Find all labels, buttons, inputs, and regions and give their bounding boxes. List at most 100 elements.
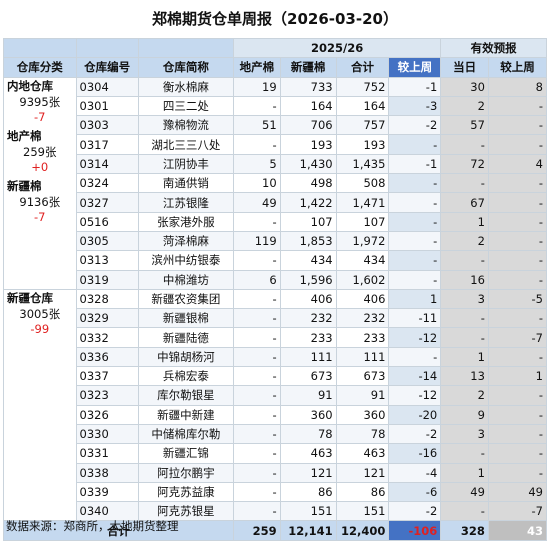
sum: 86 bbox=[335, 481, 390, 503]
warehouse-name: 衡水棉麻 bbox=[137, 76, 235, 97]
sum: 1,972 bbox=[335, 230, 390, 252]
warehouse-name: 中储棉库尔勒 bbox=[137, 423, 235, 445]
sum: 1,435 bbox=[335, 153, 390, 175]
col-header-week: 较上周 bbox=[487, 57, 548, 78]
week-change: -6 bbox=[388, 481, 442, 503]
sum: 111 bbox=[335, 346, 390, 368]
local-cotton: 10 bbox=[233, 173, 281, 194]
table-row: 内地仓库 9395张 -7 地产棉 259张 +0 新疆棉 9136张 -7 0304 衡水棉麻 19… bbox=[3, 76, 548, 290]
local-cotton: - bbox=[233, 443, 281, 464]
warehouse-name: 新疆银棉 bbox=[137, 308, 235, 329]
col-header-today: 当日 bbox=[440, 57, 489, 78]
xinjiang-cotton: 86 bbox=[279, 481, 337, 503]
category-count: 259张 bbox=[23, 144, 57, 159]
local-cotton: 6 bbox=[233, 269, 281, 290]
sum: 1,471 bbox=[335, 192, 390, 213]
local-cotton: 51 bbox=[233, 115, 281, 136]
xinjiang-cotton: 1,596 bbox=[279, 269, 337, 290]
warehouse-code: 0516 bbox=[75, 211, 139, 232]
forecast-week-change: 4 bbox=[487, 153, 548, 175]
sum: 434 bbox=[335, 250, 390, 271]
forecast-today: 1 bbox=[440, 346, 489, 368]
week-change: -20 bbox=[388, 404, 442, 425]
warehouse-name: 中锦胡杨河 bbox=[137, 346, 235, 368]
week-change: -1 bbox=[388, 76, 442, 97]
category-count: 9136张 bbox=[19, 194, 61, 209]
table-row: 0323 库尔勒银星 -91 91 -12 2- bbox=[4, 385, 548, 406]
local-cotton: - bbox=[233, 501, 281, 522]
col-header-name: 仓库简称 bbox=[137, 57, 235, 78]
col-header-code: 仓库编号 bbox=[75, 57, 139, 78]
warehouse-code: 0332 bbox=[75, 327, 139, 348]
local-cotton: 5 bbox=[233, 153, 281, 175]
warehouse-name: 新疆中新建 bbox=[137, 404, 235, 425]
week-change: -16 bbox=[388, 443, 442, 464]
forecast-week-change: - bbox=[487, 211, 548, 232]
local-cotton: 119 bbox=[233, 230, 281, 252]
xinjiang-cotton: 151 bbox=[279, 501, 337, 522]
table-row: 0331 新疆汇锦 -463 463 -16- - bbox=[4, 443, 548, 464]
xinjiang-cotton: 1,853 bbox=[279, 230, 337, 252]
local-cotton: - bbox=[233, 250, 281, 271]
table-row: 0327 江苏银隆 49 1,422 1,471-67- bbox=[4, 192, 548, 213]
table-row: 0303 豫棉物流 51 706 757 -2 57- bbox=[4, 115, 548, 136]
week-change: - bbox=[388, 173, 442, 194]
xinjiang-cotton: 673 bbox=[279, 366, 337, 387]
table-row: 0317 湖北三三八处 -193 193- - - bbox=[4, 134, 548, 155]
col-header-category: 仓库分类 bbox=[3, 57, 77, 78]
week-change: -2 bbox=[388, 423, 442, 445]
warehouse-code: 0330 bbox=[75, 423, 139, 445]
col-header-sum: 合计 bbox=[335, 57, 390, 78]
sum: 673 bbox=[335, 366, 390, 387]
warehouse-name: 库尔勒银星 bbox=[137, 385, 235, 406]
forecast-today: 1 bbox=[440, 211, 489, 232]
xinjiang-cotton: 78 bbox=[279, 423, 337, 445]
category-name: 内地仓库 bbox=[7, 78, 53, 93]
forecast-today: - bbox=[440, 501, 489, 522]
local-cotton: 19 bbox=[233, 76, 281, 97]
col-header-local: 地产棉 bbox=[233, 57, 281, 78]
table-row: 0338 阿拉尔鹏宇 -121 121 -4 1- bbox=[4, 462, 548, 483]
sum: 107 bbox=[335, 211, 390, 232]
forecast-today: 1 bbox=[440, 462, 489, 483]
total-row: 合计 259 12,141 12,400 -106 328 43 bbox=[2, 520, 548, 541]
warehouse-name: 阿拉尔鹏宇 bbox=[137, 462, 235, 483]
forecast-today: - bbox=[440, 308, 489, 329]
forecast-week-change: - bbox=[487, 192, 548, 213]
table-row: 0340 阿克苏银星 -151 151 -2- -7 bbox=[4, 501, 548, 522]
week-change: 1 bbox=[388, 288, 442, 310]
warehouse-code: 0319 bbox=[75, 269, 139, 290]
xinjiang-cotton: 164 bbox=[279, 95, 337, 117]
category-name: 地产棉 bbox=[7, 128, 42, 143]
warehouse-code: 0337 bbox=[75, 366, 139, 387]
forecast-week-change: - bbox=[487, 134, 548, 155]
local-cotton: - bbox=[233, 481, 281, 503]
local-cotton: - bbox=[233, 385, 281, 406]
period-header: 2025/26 bbox=[233, 37, 442, 59]
forecast-week-change: - bbox=[487, 250, 548, 271]
col-header-change: 较上周 bbox=[388, 57, 442, 78]
xinjiang-cotton: 111 bbox=[279, 346, 337, 368]
forecast-week-change: - bbox=[487, 423, 548, 445]
warehouse-name: 江阴协丰 bbox=[137, 153, 235, 175]
local-cotton: - bbox=[233, 308, 281, 329]
warehouse-code: 0305 bbox=[75, 230, 139, 252]
xinjiang-cotton: 360 bbox=[279, 404, 337, 425]
warehouse-code: 0338 bbox=[75, 462, 139, 483]
table-row: 0330 中储棉库尔勒 -78 78 -2 3- bbox=[4, 423, 548, 445]
local-cotton: - bbox=[233, 134, 281, 155]
forecast-week-change: 8 bbox=[487, 76, 548, 97]
valid-forecast-header: 有效预报 bbox=[440, 37, 547, 59]
xinjiang-cotton: 706 bbox=[279, 115, 337, 136]
warehouse-code: 0313 bbox=[75, 250, 139, 271]
sum: 193 bbox=[335, 134, 390, 155]
total-sum: 12,400 bbox=[335, 520, 390, 541]
week-change: -2 bbox=[388, 115, 442, 136]
sum: 151 bbox=[335, 501, 390, 522]
warehouse-name: 湖北三三八处 bbox=[137, 134, 235, 155]
forecast-today: 3 bbox=[440, 423, 489, 445]
warehouse-name: 张家港外服 bbox=[137, 211, 235, 232]
forecast-today: - bbox=[440, 250, 489, 271]
local-cotton: 49 bbox=[233, 192, 281, 213]
forecast-week-change: - bbox=[487, 95, 548, 117]
